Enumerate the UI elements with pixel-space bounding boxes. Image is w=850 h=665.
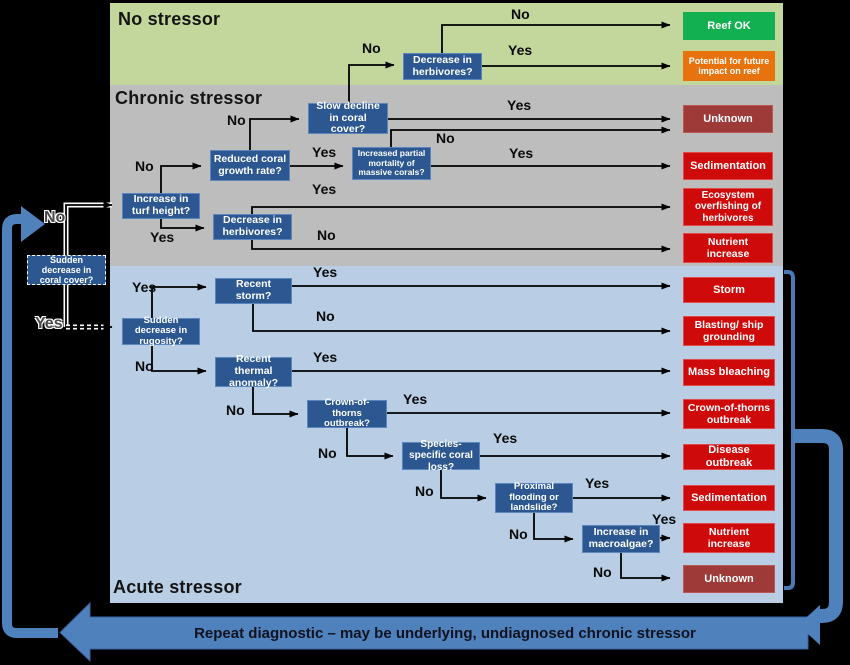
edge-label-yes: Yes	[313, 264, 338, 280]
edge-label-no: No	[227, 112, 246, 128]
outcome-unknown-chronic: Unknown	[683, 105, 773, 133]
acute-outcomes-bracket	[784, 270, 795, 590]
edge-label-yes: Yes	[312, 144, 337, 160]
edge-label-no: No	[135, 158, 154, 174]
edge-label-no: No	[362, 40, 381, 56]
decision-rugosity: Sudden decrease in rugosity?	[122, 315, 200, 347]
repeat-loop-arrows	[2, 206, 843, 663]
left-return-pipe	[2, 214, 58, 638]
edge-label-no: No	[593, 564, 612, 580]
left-return-arrowhead-icon	[21, 206, 45, 242]
edge-label-no: No	[316, 308, 335, 324]
repeat-diagnostic-banner: Repeat diagnostic – may be underlying, u…	[194, 624, 696, 642]
decision-recent-storm: Recent storm?	[215, 278, 292, 304]
decision-partial-mortality: Increased partial mortality of massive c…	[352, 147, 431, 180]
decision-thermal-anomaly: Recent thermal anomaly?	[215, 353, 292, 389]
edge-label-no: No	[44, 209, 66, 226]
edge-label-no: No	[511, 6, 530, 22]
decision-turf-height: Increase in turf height?	[122, 193, 200, 219]
edge-label-no: No	[317, 227, 336, 243]
edge-label-no: No	[318, 445, 337, 461]
edge-label-no: No	[135, 358, 154, 374]
edge-label-yes: Yes	[507, 97, 532, 113]
decision-cot-outbreak: Crown-of-thorns outbreak?	[307, 397, 387, 429]
outcome-sedimentation-chronic: Sedimentation	[683, 152, 773, 180]
outcome-unknown-acute: Unknown	[683, 565, 775, 593]
edge-label-yes: Yes	[150, 229, 175, 245]
decision-macroalgae: Increase in macroalgae?	[582, 525, 660, 553]
start-connectors	[63, 201, 113, 331]
edge-label-no: No	[436, 130, 455, 146]
decision-herbivores-chronic: Decrease in herbivores?	[213, 214, 292, 240]
edge-label-yes: Yes	[493, 430, 518, 446]
right-return-arrowhead-icon	[798, 605, 820, 645]
edge-label-yes: Yes	[313, 349, 338, 365]
edge-label-yes: Yes	[508, 42, 533, 58]
outcome-reef-ok: Reef OK	[683, 12, 775, 40]
outcome-storm: Storm	[683, 277, 775, 303]
edge-label-no: No	[226, 402, 245, 418]
outcome-future-impact: Potential for future impact on reef	[683, 51, 775, 81]
edge-label-yes: Yes	[585, 475, 610, 491]
edge-label-no: No	[415, 483, 434, 499]
edge-label-yes: Yes	[652, 511, 677, 527]
outcome-cot-outbreak: Crown-of-thorns outbreak	[683, 399, 775, 429]
edge-label-yes: Yes	[509, 145, 534, 161]
decision-species-loss: Species-specific coral loss?	[402, 439, 480, 473]
edge-label-yes: Yes	[132, 279, 157, 295]
right-return-pipe	[793, 429, 843, 623]
edge-label-yes: Yes	[403, 391, 428, 407]
start-node-sudden-decrease-coral-cover: Sudden decrease in coral cover?	[27, 255, 106, 285]
section-title-no-stressor: No stressor	[118, 9, 221, 29]
outcome-nutrient-acute: Nutrient increase	[683, 523, 775, 553]
decision-flooding: Proximal flooding or landslide?	[495, 481, 573, 513]
section-title-chronic-stressor: Chronic stressor	[115, 88, 263, 108]
outcome-nutrient-chronic: Nutrient increase	[683, 233, 773, 263]
decision-herbivores-top: Decrease in herbivores?	[403, 53, 482, 80]
outcome-disease: Disease outbreak	[683, 444, 775, 470]
outcome-ecosystem-overfishing: Ecosystem overfishing of herbivores	[683, 188, 773, 226]
edge-label-yes: Yes	[35, 315, 63, 332]
edge-label-yes: Yes	[312, 181, 337, 197]
outcome-mass-bleaching: Mass bleaching	[683, 359, 775, 386]
decision-slow-decline: Slow decline in coral cover?	[308, 100, 388, 135]
flow-connectors	[151, 21, 671, 582]
outcome-sedimentation-acute: Sedimentation	[683, 485, 775, 511]
outcome-blasting: Blasting/ ship grounding	[683, 316, 775, 346]
edge-label-no: No	[509, 526, 528, 542]
section-acute-stressor	[110, 266, 783, 603]
section-title-acute-stressor: Acute stressor	[113, 577, 242, 597]
decision-growth-rate: Reduced coral growth rate?	[210, 150, 290, 181]
